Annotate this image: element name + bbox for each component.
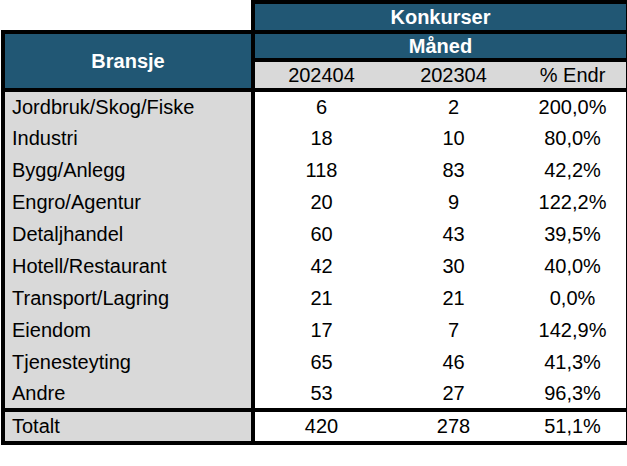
value-202404: 20 [253,186,388,218]
value-202404: 60 [253,218,388,250]
table-row: Jordbruk/Skog/Fiske 6 2 200,0% [3,90,627,122]
value-pct-endr: 0,0% [519,282,627,314]
row-label: Bygg/Anlegg [3,154,253,186]
value-202404: 18 [253,122,388,154]
value-202404: 17 [253,314,388,346]
value-202304: 46 [388,346,519,378]
value-pct-endr: 80,0% [519,122,627,154]
row-label: Detaljhandel [3,218,253,250]
table-row: Industri 18 10 80,0% [3,122,627,154]
row-label: Transport/Lagring [3,282,253,314]
row-label: Hotell/Restaurant [3,250,253,282]
value-pct-endr: 41,3% [519,346,627,378]
row-label: Engro/Agentur [3,186,253,218]
total-202304: 278 [388,410,519,443]
row-label: Eiendom [3,314,253,346]
value-pct-endr: 200,0% [519,90,627,122]
table-row: Engro/Agentur 20 9 122,2% [3,186,627,218]
value-202404: 65 [253,346,388,378]
table-row: Andre 53 27 96,3% [3,378,627,410]
value-202304: 2 [388,90,519,122]
konkurser-table: Konkurser Bransje Måned 202404 202304 % … [1,0,627,445]
value-202304: 7 [388,314,519,346]
value-pct-endr: 42,2% [519,154,627,186]
row-header-bransje: Bransje [3,32,253,90]
value-202304: 30 [388,250,519,282]
value-pct-endr: 142,9% [519,314,627,346]
value-pct-endr: 122,2% [519,186,627,218]
column-header-202304: 202304 [388,60,519,90]
column-header-202404: 202404 [253,60,388,90]
value-202404: 53 [253,378,388,410]
value-202304: 83 [388,154,519,186]
table-row: Detaljhandel 60 43 39,5% [3,218,627,250]
table-row: Tjenesteyting 65 46 41,3% [3,346,627,378]
total-pct-endr: 51,1% [519,410,627,443]
total-row: Totalt 420 278 51,1% [3,410,627,443]
group-header-row: Bransje Måned [3,32,627,60]
table-row: Bygg/Anlegg 118 83 42,2% [3,154,627,186]
value-202304: 9 [388,186,519,218]
value-202304: 10 [388,122,519,154]
value-202304: 43 [388,218,519,250]
row-label: Industri [3,122,253,154]
column-header-pct-endr: % Endr [519,60,627,90]
empty-corner [3,2,253,32]
table-title: Konkurser [253,2,627,32]
value-pct-endr: 96,3% [519,378,627,410]
value-202404: 21 [253,282,388,314]
value-202404: 6 [253,90,388,122]
table-row: Transport/Lagring 21 21 0,0% [3,282,627,314]
value-202304: 27 [388,378,519,410]
value-202304: 21 [388,282,519,314]
group-header-maned: Måned [253,32,627,60]
value-pct-endr: 39,5% [519,218,627,250]
value-202404: 118 [253,154,388,186]
table-row: Hotell/Restaurant 42 30 40,0% [3,250,627,282]
title-row: Konkurser [3,2,627,32]
row-label: Tjenesteyting [3,346,253,378]
total-label: Totalt [3,410,253,443]
row-label: Andre [3,378,253,410]
total-202404: 420 [253,410,388,443]
table-row: Eiendom 17 7 142,9% [3,314,627,346]
value-pct-endr: 40,0% [519,250,627,282]
row-label: Jordbruk/Skog/Fiske [3,90,253,122]
value-202404: 42 [253,250,388,282]
